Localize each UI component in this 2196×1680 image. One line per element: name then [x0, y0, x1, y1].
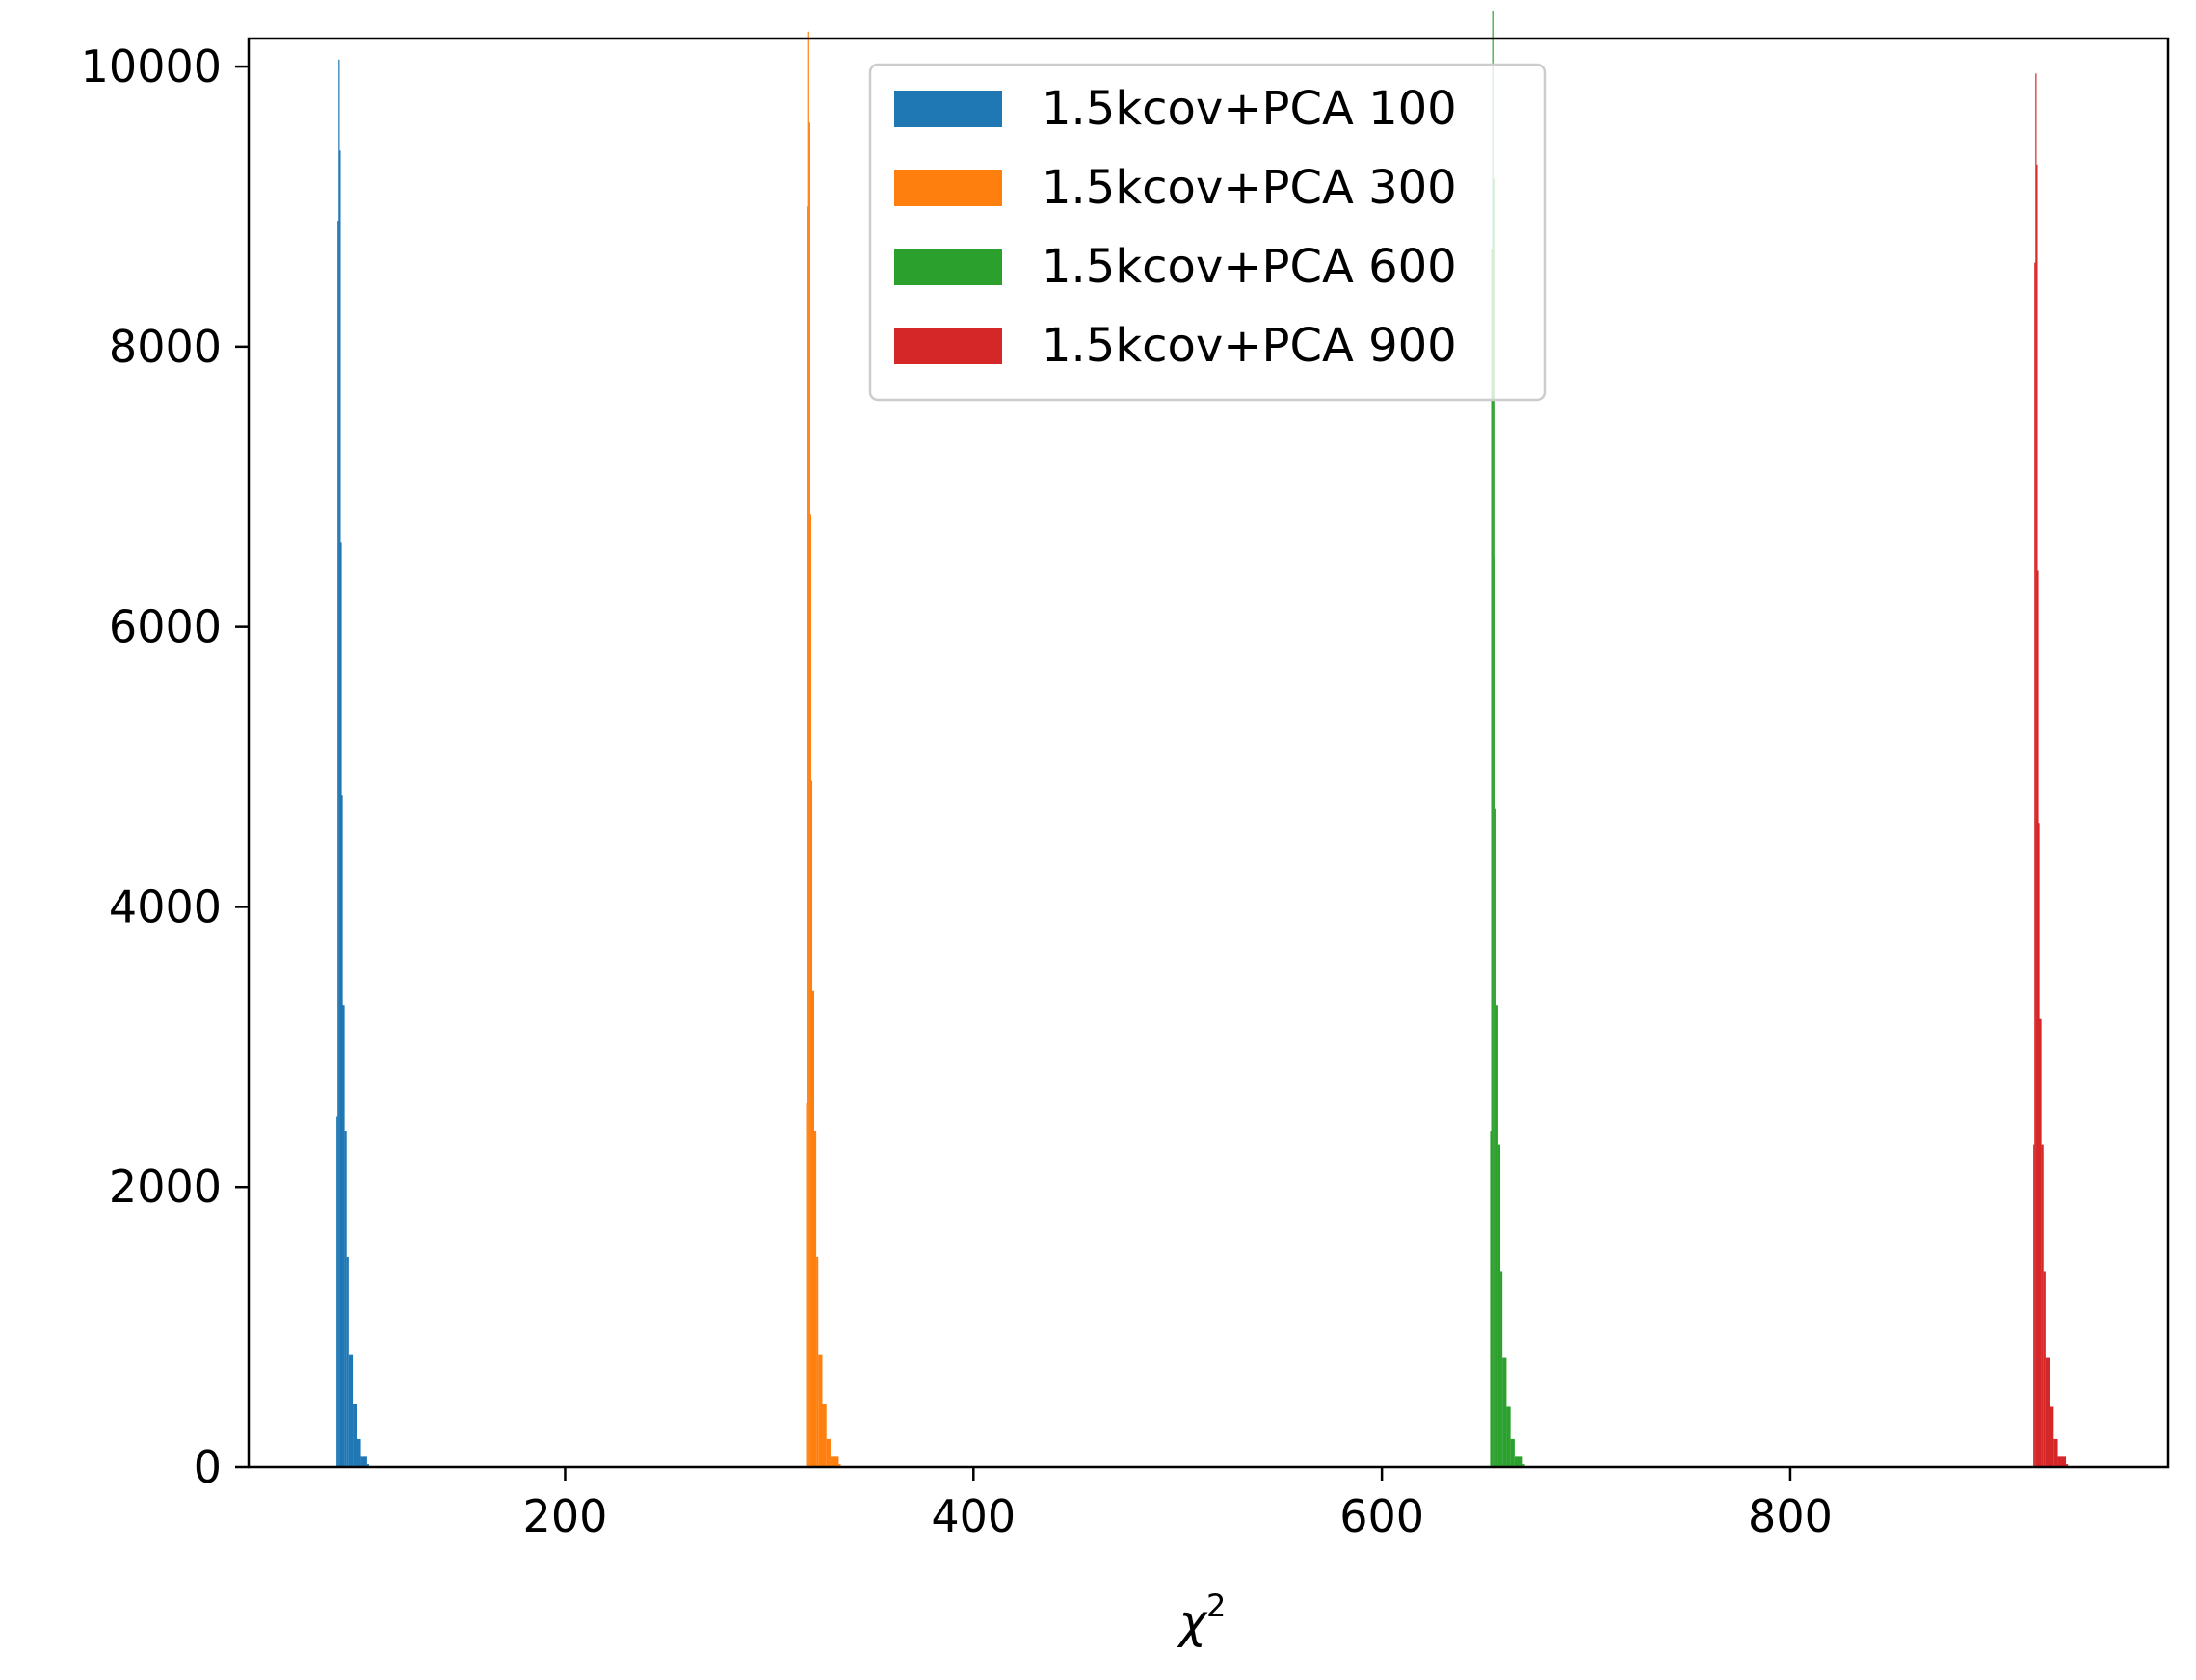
histogram-bar-series-4 — [2037, 570, 2039, 1467]
histogram-bar-series-2 — [807, 206, 808, 1467]
x-axis-label-superscript: 2 — [1206, 1588, 1226, 1624]
plot-area-frame — [247, 37, 2170, 1469]
x-tick-label: 600 — [1339, 1490, 1424, 1542]
histogram-bar-series-1 — [360, 1456, 367, 1467]
histogram-bar-series-1 — [346, 1256, 349, 1467]
histogram-bar-series-4 — [2039, 1018, 2042, 1467]
legend: 1.5kcov+PCA 100 1.5kcov+PCA 300 1.5kcov+PC… — [868, 63, 1547, 402]
bars-layer — [336, 10, 2069, 1468]
x-axis-label: χ2 — [1177, 1588, 1227, 1649]
histogram-bar-series-2 — [818, 1354, 823, 1467]
legend-swatch — [894, 170, 1002, 206]
histogram-bar-series-4 — [2036, 164, 2038, 1468]
legend-swatch — [894, 91, 1002, 127]
y-tick-label: 10000 — [81, 40, 222, 92]
x-tick-label: 200 — [523, 1490, 608, 1542]
histogram-bar-series-3 — [1500, 1271, 1503, 1467]
histogram-bar-series-3 — [1490, 1131, 1492, 1467]
histogram-bar-series-3 — [1502, 1357, 1507, 1467]
y-tick-label: 6000 — [109, 601, 222, 653]
histogram-bar-series-3 — [1495, 808, 1496, 1467]
histogram-bar-series-4 — [2041, 1144, 2044, 1467]
y-tick-label: 0 — [194, 1441, 222, 1493]
histogram-bar-series-1 — [344, 1131, 347, 1467]
histogram-bar-series-1 — [348, 1354, 354, 1467]
histogram-bar-series-1 — [357, 1438, 361, 1467]
histogram-bar-series-4 — [2057, 1456, 2067, 1467]
histogram-bar-series-2 — [810, 780, 813, 1467]
legend-swatch — [894, 328, 1002, 364]
histogram-bar-series-3 — [1510, 1438, 1515, 1467]
histogram-bar-series-4 — [2045, 1357, 2050, 1467]
histogram-bar-series-1 — [338, 59, 340, 1467]
histogram-bar-series-4 — [2053, 1438, 2058, 1467]
histogram-bar-series-2 — [830, 1456, 839, 1467]
histogram-bar-series-3 — [1497, 1144, 1501, 1467]
histogram-bar-series-2 — [826, 1438, 831, 1467]
histogram-bar-series-3 — [1495, 1005, 1498, 1467]
y-tick-label: 4000 — [109, 880, 222, 932]
histogram-bar-series-3 — [1491, 249, 1493, 1467]
y-tick-label: 2000 — [109, 1161, 222, 1213]
legend-label: 1.5kcov+PCA 600 — [1042, 240, 1457, 294]
histogram-bar-series-2 — [811, 990, 815, 1467]
histogram-bar-series-4 — [2035, 73, 2037, 1468]
histogram-bar-series-2 — [838, 1464, 841, 1467]
histogram-bar-series-4 — [2033, 1144, 2035, 1467]
x-tick-label: 400 — [931, 1490, 1016, 1542]
histogram-bar-series-1 — [353, 1404, 357, 1467]
y-tick-label: 8000 — [109, 321, 222, 373]
histogram-bar-series-4 — [2066, 1464, 2069, 1467]
histogram-bar-series-2 — [816, 1256, 819, 1467]
histogram-bar-series-3 — [1522, 1464, 1525, 1467]
histogram-bar-series-3 — [1514, 1456, 1523, 1467]
histogram-bar-series-4 — [2038, 823, 2040, 1467]
histogram-bar-series-1 — [341, 795, 343, 1467]
histogram-bar-series-3 — [1492, 10, 1494, 1468]
histogram-bar-series-1 — [337, 221, 339, 1468]
histogram-bar-series-2 — [822, 1404, 827, 1467]
histogram-bar-series-2 — [814, 1131, 817, 1467]
legend-frame — [868, 63, 1547, 402]
axes-layer — [247, 37, 2170, 1469]
legend-swatch — [894, 249, 1002, 285]
histogram-bar-series-1 — [366, 1464, 370, 1467]
histogram-bar-series-1 — [339, 150, 341, 1467]
histogram-bar-series-3 — [1506, 1406, 1511, 1467]
histogram-bar-series-4 — [2034, 262, 2036, 1467]
x-tick-label: 800 — [1748, 1490, 1833, 1542]
histogram-bar-series-4 — [2043, 1271, 2046, 1467]
histogram-bar-series-2 — [808, 122, 810, 1467]
histogram-bar-series-1 — [340, 542, 342, 1467]
histogram-bar-series-2 — [807, 31, 809, 1468]
histogram-bar-series-2 — [809, 514, 811, 1467]
legend-label: 1.5kcov+PCA 100 — [1042, 82, 1457, 136]
histogram-bar-series-4 — [2050, 1406, 2054, 1467]
histogram-bar-series-1 — [336, 1116, 338, 1467]
histogram-bar-series-1 — [342, 1005, 345, 1467]
histogram-bar-series-3 — [1493, 178, 1495, 1468]
legend-label: 1.5kcov+PCA 300 — [1042, 161, 1457, 215]
legend-label: 1.5kcov+PCA 900 — [1042, 319, 1457, 373]
